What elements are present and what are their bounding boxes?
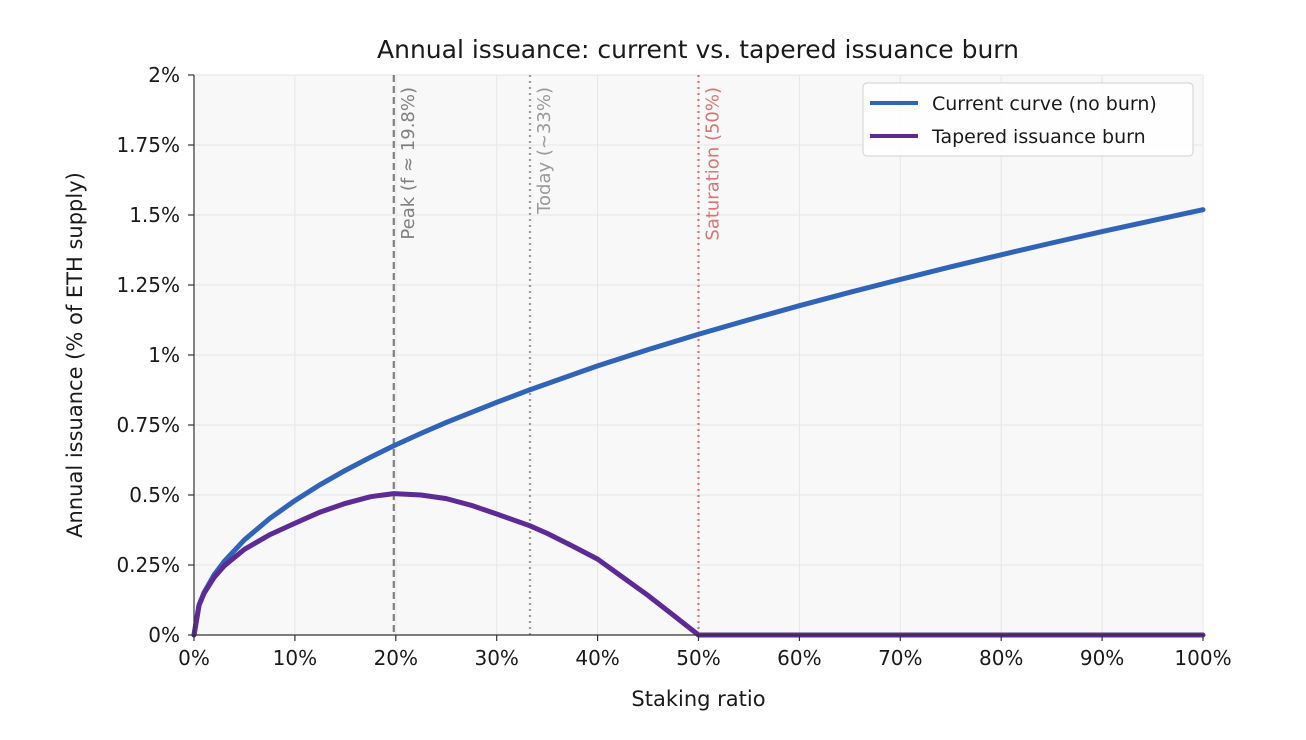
x-tick-label: 100% [1174, 646, 1231, 670]
y-tick-label: 0.5% [129, 483, 180, 507]
x-tick-label: 0% [178, 646, 210, 670]
y-tick-label: 1% [148, 343, 180, 367]
y-tick-label: 1.25% [116, 273, 180, 297]
x-tick-label: 10% [273, 646, 317, 670]
y-tick-label: 0% [148, 623, 180, 647]
legend-box [862, 82, 1194, 157]
x-tick-label: 70% [878, 646, 922, 670]
tick-labels: 0% 10% 20% 30% 40% 50% 60% 70% 80% 90% 100% 0% 0.25%… [116, 63, 1231, 670]
y-tick-label: 1.5% [129, 203, 180, 227]
annotation-label: Today (~33%) [534, 87, 555, 215]
series-line-0 [191, 207, 1206, 638]
y-axis-label: Annual issuance (% of ETH supply) [63, 172, 87, 538]
legend: Current curve (no burn) Tapered issuance… [862, 82, 1194, 157]
axes [188, 74, 1204, 641]
y-tick-label: 0.75% [116, 413, 180, 437]
x-tick-label: 50% [676, 646, 720, 670]
legend-label-tapered: Tapered issuance burn [931, 126, 1146, 148]
y-tick-label: 2% [148, 63, 180, 87]
y-tick-label: 1.75% [116, 133, 180, 157]
x-tick-label: 20% [374, 646, 418, 670]
x-tick-label: 30% [474, 646, 518, 670]
annotation-label: Peak (f ≈ 19.8%) [398, 87, 419, 240]
annotation-label: Saturation (50%) [703, 87, 724, 241]
x-tick-label: 90% [1080, 646, 1124, 670]
x-tick-label: 40% [575, 646, 619, 670]
annotation-lines: Peak (f ≈ 19.8%) Today (~33%) Saturation (… [392, 75, 724, 635]
y-tick-label: 0.25% [116, 553, 180, 577]
legend-label-current: Current curve (no burn) [932, 93, 1157, 115]
x-axis-label: Staking ratio [631, 687, 765, 711]
x-tick-label: 80% [979, 646, 1023, 670]
chart-title: Annual issuance: current vs. tapered iss… [377, 35, 1019, 64]
x-tick-label: 60% [777, 646, 821, 670]
